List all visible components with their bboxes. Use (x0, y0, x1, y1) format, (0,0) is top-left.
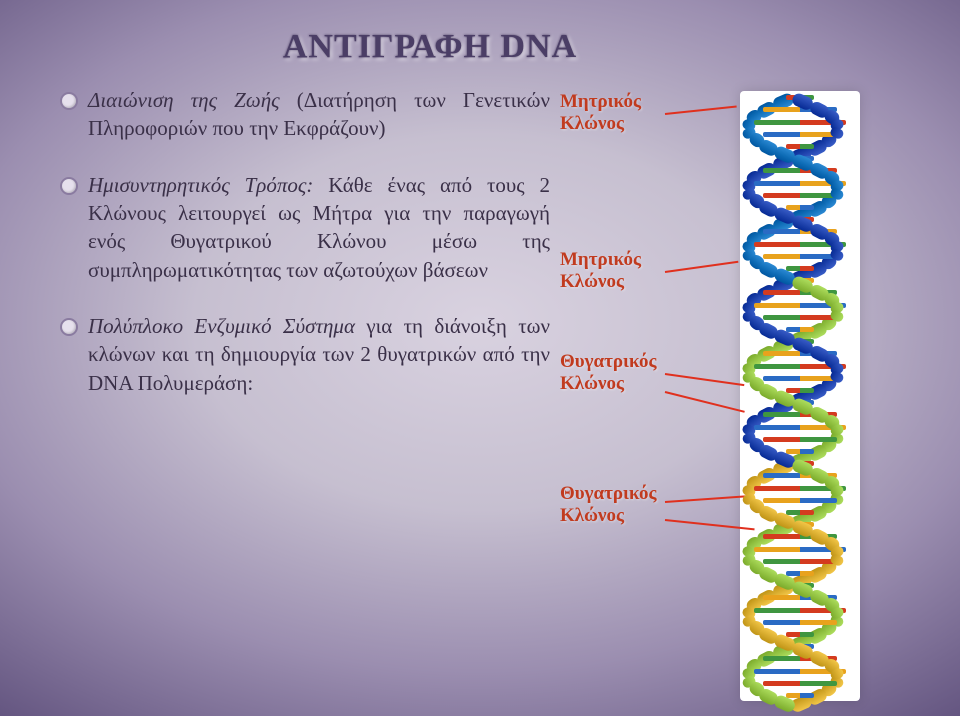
connector-lines (560, 91, 710, 711)
bullet-text: Πολύπλοκο Ενζυμικό Σύστημα για τη διάνοι… (88, 312, 550, 397)
slide: ΑΝΤΙΓΡΑΦΗ DNA Διαιώνιση της Ζωής (Διατήρ… (0, 0, 960, 716)
diagram-area: ΜητρικόςΚλώνοςΜητρικόςΚλώνοςΘυγατρικόςΚλ… (560, 86, 910, 711)
bullet-list: Διαιώνιση της Ζωής (Διατήρηση των Γενετι… (60, 86, 560, 711)
connector-line (665, 373, 744, 386)
list-item: Διαιώνιση της Ζωής (Διατήρηση των Γενετι… (60, 86, 550, 143)
bullet-text: Ημισυντηρητικός Τρόπος: Κάθε ένας από το… (88, 171, 550, 284)
content-row: Διαιώνιση της Ζωής (Διατήρηση των Γενετι… (60, 86, 920, 711)
bullet-lead: Διαιώνιση της Ζωής (88, 88, 280, 112)
bullet-lead: Ημισυντηρητικός Τρόπος: (88, 173, 313, 197)
bullet-icon (60, 177, 78, 195)
connector-line (665, 105, 737, 115)
list-item: Ημισυντηρητικός Τρόπος: Κάθε ένας από το… (60, 171, 550, 284)
connector-line (665, 261, 739, 273)
bullet-icon (60, 318, 78, 336)
connector-line (665, 495, 751, 503)
bullet-lead: Πολύπλοκο Ενζυμικό Σύστημα (88, 314, 355, 338)
bullet-icon (60, 92, 78, 110)
connector-line (665, 391, 745, 413)
dna-helix (740, 91, 860, 701)
bullet-text: Διαιώνιση της Ζωής (Διατήρηση των Γενετι… (88, 86, 550, 143)
list-item: Πολύπλοκο Ενζυμικό Σύστημα για τη διάνοι… (60, 312, 550, 397)
helix-column (690, 91, 910, 711)
slide-title: ΑΝΤΙΓΡΑΦΗ DNA (0, 28, 920, 66)
